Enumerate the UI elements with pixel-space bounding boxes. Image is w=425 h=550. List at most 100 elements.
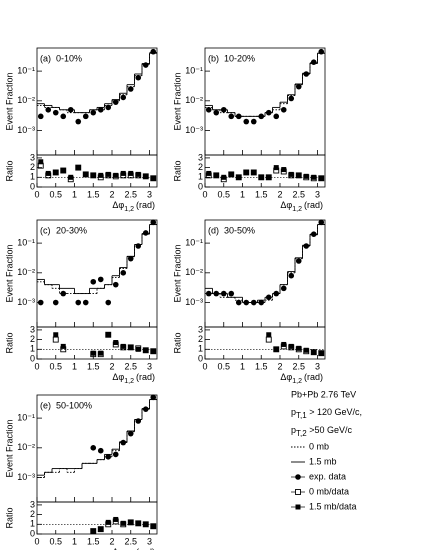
data-point [213, 109, 220, 116]
data-point [112, 281, 119, 288]
ratio-point [120, 520, 126, 526]
data-point [150, 394, 157, 401]
data-point [273, 290, 280, 297]
y2-tick-label: 2 [30, 334, 35, 344]
y2-tick-label: 0 [198, 353, 203, 363]
legend-label: 1.5 mb/data [309, 501, 357, 511]
legend-header: pT,2 >50 GeV/c [291, 425, 352, 438]
legend-header: Pb+Pb 2.76 TeV [291, 389, 356, 399]
plot-frame [36, 47, 158, 156]
ratio-point [206, 170, 212, 176]
y-tick-label: 10⁻¹ [185, 65, 203, 75]
plot-frame [36, 394, 158, 503]
data-point [295, 258, 302, 264]
x-tick-label: 3 [147, 189, 152, 199]
data-point [127, 430, 134, 437]
ratio-point [251, 169, 257, 175]
ratio-point [213, 172, 219, 178]
panel-title: 0-10% [56, 53, 82, 63]
data-point [135, 418, 142, 424]
ratio-point [53, 332, 59, 338]
x-tick-label: 1 [240, 189, 245, 199]
x-axis-label: Δφ1,2(rad) [280, 372, 323, 384]
ratio-point [236, 174, 242, 180]
data-point [82, 299, 89, 306]
x-tick-label: 0.5 [49, 536, 62, 546]
x-tick-label: 0 [34, 361, 39, 371]
x-tick-label: 1.5 [87, 361, 100, 371]
legend-header-p: p [291, 407, 296, 417]
y2-axis-label: Ratio [172, 160, 182, 181]
x-tick-label: 2.5 [124, 361, 137, 371]
x-axis-unit: (rad) [304, 200, 323, 210]
ratio-point [128, 170, 134, 176]
ratio-point [105, 332, 111, 338]
x-tick-label: 2.5 [292, 361, 305, 371]
legend-label: exp. data [309, 471, 346, 481]
ratio-point [243, 169, 249, 175]
panel-title: 30-50% [224, 225, 255, 235]
y-tick-label: 10⁻² [185, 267, 203, 277]
y2-tick-label: 3 [30, 499, 35, 509]
ratio-point [318, 350, 324, 356]
data-point [105, 104, 112, 111]
x-axis-subscript: 1,2 [124, 378, 134, 385]
ratio-point [288, 343, 294, 349]
data-point [288, 272, 295, 279]
ratio-point [296, 172, 302, 178]
data-point [60, 113, 67, 120]
ratio-point [38, 159, 44, 165]
x-tick-label: 0.5 [217, 361, 230, 371]
legend-marker [295, 504, 301, 510]
y2-tick-label: 0 [198, 181, 203, 191]
x-tick-label: 3 [147, 536, 152, 546]
ratio-point [318, 175, 324, 181]
x-tick-label: 1 [240, 361, 245, 371]
data-point [97, 276, 104, 283]
ratio-point [113, 516, 119, 522]
data-point [303, 243, 310, 249]
x-tick-label: 2 [109, 189, 114, 199]
y2-tick-label: 3 [198, 324, 203, 334]
ratio-point [75, 165, 81, 171]
data-point [258, 299, 265, 306]
data-point [228, 113, 235, 120]
x-axis-subscript: 1,2 [124, 206, 134, 213]
data-point [303, 71, 310, 77]
x-tick-label: 1 [72, 189, 77, 199]
ratio-point [296, 345, 302, 351]
ratio-point [228, 171, 234, 177]
data-point [45, 106, 52, 113]
data-point [213, 290, 220, 297]
y2-tick-label: 1 [198, 172, 203, 182]
x-tick-label: 1 [72, 361, 77, 371]
data-point [295, 83, 302, 90]
ratio-point [143, 521, 149, 527]
data-point [112, 99, 119, 105]
ratio-point [281, 167, 287, 173]
data-point [127, 255, 134, 262]
x-axis-symbol: Δφ [112, 547, 124, 550]
y-axis-label: Event Fraction [172, 244, 182, 302]
ratio-point [288, 171, 294, 177]
data-point [310, 59, 317, 65]
y2-tick-label: 2 [30, 162, 35, 172]
legend-header-sub: T,1 [296, 411, 307, 420]
y-tick-label: 10⁻² [185, 95, 203, 105]
y-tick-label: 10⁻³ [17, 297, 35, 307]
x-tick-label: 0 [34, 189, 39, 199]
data-point [37, 299, 44, 306]
ratio-point [311, 174, 317, 180]
y-tick-label: 10⁻³ [185, 297, 203, 307]
data-point [90, 109, 97, 116]
panel-label: (c) [40, 225, 51, 235]
ratio-point [45, 170, 51, 176]
panel-label: (e) [40, 400, 51, 410]
ratio-point [273, 346, 279, 352]
data-point [205, 106, 212, 113]
y2-tick-label: 1 [30, 344, 35, 354]
ratio-frame [36, 501, 158, 535]
ratio-point [53, 169, 59, 175]
